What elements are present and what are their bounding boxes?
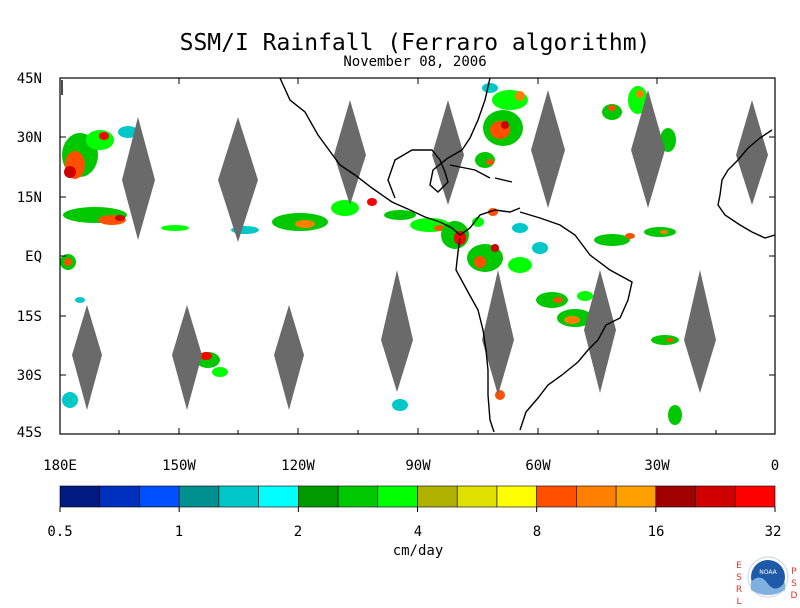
rain-cluster-south-america bbox=[467, 242, 593, 327]
psd-letter: S bbox=[791, 579, 797, 589]
colorbar-unit: cm/day bbox=[393, 543, 444, 559]
data-gap-swath bbox=[531, 90, 565, 208]
africa-coast bbox=[717, 129, 776, 239]
colorbar bbox=[59, 485, 776, 512]
esrl-letter: S bbox=[736, 573, 742, 583]
colorbar-tick-32: 32 bbox=[765, 524, 782, 540]
lat-label-30n: 30N bbox=[17, 130, 42, 146]
colorbar-tick-16: 16 bbox=[648, 524, 665, 540]
longitude-ticks bbox=[59, 78, 717, 434]
rain-cluster-gulf-atlantic bbox=[475, 83, 528, 168]
colorbar-swatch bbox=[59, 485, 101, 508]
data-gap-swath bbox=[274, 305, 304, 410]
colorbar-swatch bbox=[99, 485, 140, 508]
lat-label-45s: 45S bbox=[17, 425, 42, 441]
lon-label-180e: 180E bbox=[43, 458, 77, 474]
lon-label-30w: 30W bbox=[644, 458, 670, 474]
noaa-logo-text: NOAA bbox=[759, 569, 777, 576]
latitude-ticks bbox=[60, 77, 775, 376]
rain-field bbox=[60, 83, 682, 425]
colorbar-swatch bbox=[298, 485, 339, 508]
rain-cluster-south-scattered bbox=[62, 335, 682, 425]
data-gap-swath bbox=[72, 305, 102, 410]
lon-label-90w: 90W bbox=[405, 458, 431, 474]
colorbar-swatch bbox=[734, 485, 776, 508]
colorbar-swatch bbox=[337, 485, 379, 508]
colorbar-swatch bbox=[178, 485, 220, 508]
psd-letter: D bbox=[790, 591, 798, 601]
data-gap-swath bbox=[482, 270, 514, 395]
colorbar-tick-0.5: 0.5 bbox=[47, 524, 72, 540]
colorbar-tick-2: 2 bbox=[294, 524, 302, 540]
colorbar-swatch bbox=[139, 485, 180, 508]
lon-label-60w: 60W bbox=[525, 458, 551, 474]
south-america-coast bbox=[455, 211, 633, 433]
colorbar-swatch bbox=[536, 485, 577, 508]
rain-cluster-eq-dateline bbox=[60, 254, 76, 270]
rain-cluster-east-pacific-coast bbox=[441, 208, 528, 249]
colorbar-swatch bbox=[417, 485, 458, 508]
lon-label-0: 0 bbox=[771, 458, 779, 474]
colorbar-swatch bbox=[615, 485, 657, 508]
rain-cluster-itcz-pacific bbox=[63, 198, 450, 234]
colorbar-swatch bbox=[695, 485, 736, 508]
lat-label-15s: 15S bbox=[17, 309, 42, 325]
lat-label-15n: 15N bbox=[17, 190, 42, 206]
data-gap-swath bbox=[122, 117, 155, 240]
lat-label-45n: 45N bbox=[17, 71, 42, 87]
colorbar-swatch bbox=[258, 485, 299, 508]
esrl-letters: E S R L bbox=[735, 560, 743, 608]
data-gap-swath bbox=[736, 100, 768, 205]
colorbar-swatch bbox=[576, 485, 617, 508]
colorbar-tick-8: 8 bbox=[533, 524, 541, 540]
data-gap-swath bbox=[172, 305, 202, 410]
noaa-logo: NOAA bbox=[747, 556, 789, 598]
coastlines bbox=[61, 77, 776, 433]
esrl-letter: R bbox=[735, 585, 743, 595]
data-gap-swath bbox=[381, 270, 413, 392]
lat-label-30s: 30S bbox=[17, 368, 42, 384]
north-america-coast bbox=[279, 77, 521, 236]
data-gap-swath bbox=[334, 100, 366, 205]
rain-cluster-south-pacific bbox=[75, 297, 228, 377]
rain-cluster-west-pacific-north bbox=[62, 126, 138, 179]
rain-cluster-atlantic-north bbox=[594, 86, 676, 246]
data-gap-swath bbox=[684, 270, 716, 393]
lon-label-120w: 120W bbox=[281, 458, 315, 474]
lon-label-150w: 150W bbox=[162, 458, 196, 474]
map-title: SSM/I Rainfall (Ferraro algorithm) bbox=[179, 30, 651, 56]
cuba bbox=[449, 164, 491, 179]
esrl-letter: E bbox=[736, 561, 742, 571]
colorbar-swatch bbox=[218, 485, 259, 508]
colorbar-swatch bbox=[655, 485, 696, 508]
hispaniola bbox=[494, 177, 513, 183]
esrl-letter: L bbox=[736, 597, 742, 607]
map-date: November 08, 2006 bbox=[343, 54, 487, 70]
colorbar-swatch bbox=[377, 485, 418, 508]
gulf-coast bbox=[387, 77, 491, 199]
lat-label-eq: EQ bbox=[25, 249, 42, 265]
colorbar-swatch bbox=[496, 485, 537, 508]
data-gap-swath bbox=[631, 90, 665, 208]
data-gap-swath bbox=[584, 270, 616, 393]
psd-letters: P S D bbox=[790, 566, 798, 602]
colorbar-tick-1: 1 bbox=[175, 524, 183, 540]
data-gap-swaths bbox=[72, 90, 768, 410]
colorbar-tick-4: 4 bbox=[414, 524, 422, 540]
data-gap-swath bbox=[432, 100, 464, 205]
psd-letter: P bbox=[791, 567, 797, 577]
colorbar-swatch bbox=[456, 485, 498, 508]
data-gap-swath bbox=[218, 117, 258, 242]
